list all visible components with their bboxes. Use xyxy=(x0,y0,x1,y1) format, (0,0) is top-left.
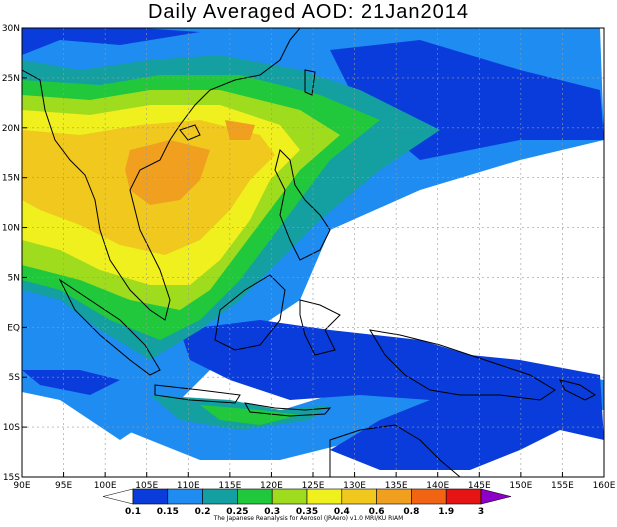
aod-region-0.1-deep xyxy=(22,28,200,55)
aod-region-0.6 xyxy=(125,140,210,205)
lat-tick-label: 20N xyxy=(2,124,20,134)
latitude-ticks: 30N 25N 20N 15N 10N 5N EQ 5S 10S 15S xyxy=(2,24,27,483)
map-title: Daily Averaged AOD: 21Jan2014 xyxy=(147,1,470,23)
aod-region-0.6-east xyxy=(225,120,255,140)
lon-tick-label: 115E xyxy=(218,481,241,491)
lon-tick-label: 95E xyxy=(55,481,72,491)
colorbar-swatch xyxy=(376,488,412,505)
lon-tick-label: 125E xyxy=(302,481,325,491)
lat-tick-label: 10N xyxy=(2,224,20,234)
colorbar-label: 0.25 xyxy=(226,507,248,517)
coastline-new-guinea xyxy=(369,329,556,401)
colorbar-label: 0.15 xyxy=(157,507,179,517)
colorbar-label: 0.8 xyxy=(403,507,419,517)
lon-tick-label: 120E xyxy=(260,481,283,491)
colorbar: 0.1 0.15 0.2 0.25 0.3 0.35 0.4 0.6 0.8 1.9 3 xyxy=(102,488,512,517)
aod-region-0.1-south xyxy=(180,320,604,470)
lon-tick-label: 130E xyxy=(343,481,366,491)
lat-tick-label: 15S xyxy=(3,473,20,483)
coastline-lesser-sunda xyxy=(244,402,332,417)
longitude-ticks: 90E 95E 100E 105E 110E 115E 120E 125E 130E 135E 14… xyxy=(13,472,616,491)
lat-tick-label: 30N xyxy=(2,24,20,34)
colorbar-swatch xyxy=(271,488,308,505)
lat-tick-label: 15N xyxy=(2,174,20,184)
colorbar-swatch xyxy=(132,488,169,505)
lon-tick-label: 110E xyxy=(177,481,200,491)
lat-tick-label: 5N xyxy=(8,273,20,283)
grid-lines xyxy=(22,28,604,477)
colorbar-label: 0.2 xyxy=(195,507,211,517)
lon-tick-label: 155E xyxy=(551,481,574,491)
colorbar-swatch xyxy=(202,488,238,505)
colorbar-arrow-low xyxy=(102,488,134,505)
colorbar-label: 0.4 xyxy=(334,507,350,517)
coastline-java xyxy=(154,384,241,404)
credit-text: The Japanese Reanalysis for Aerosol (JRA… xyxy=(213,515,404,522)
lon-tick-label: 140E xyxy=(426,481,449,491)
coastlines xyxy=(22,28,596,477)
lon-tick-label: 160E xyxy=(593,481,616,491)
colorbar-swatch xyxy=(306,488,343,505)
lat-tick-label: EQ xyxy=(7,323,20,333)
coastline-borneo xyxy=(214,274,286,351)
coastline-hainan xyxy=(179,124,201,141)
coastline-mainland-asia xyxy=(22,28,301,321)
colorbar-swatch xyxy=(445,488,482,505)
colorbar-label: 3 xyxy=(478,507,484,517)
colorbar-label: 1.9 xyxy=(438,507,454,517)
colorbar-label: 0.6 xyxy=(369,507,385,517)
coastline-sulawesi xyxy=(299,299,341,356)
coastline-australia xyxy=(329,424,461,477)
coastline-philippines xyxy=(274,149,331,261)
colorbar-swatch xyxy=(167,488,203,505)
lon-tick-label: 150E xyxy=(509,481,532,491)
colorbar-label: 0.35 xyxy=(296,507,318,517)
coastline-taiwan xyxy=(304,69,316,96)
lon-tick-label: 90E xyxy=(13,481,30,491)
colorbar-label: 0.1 xyxy=(125,507,141,517)
aod-region-0.25-java xyxy=(200,405,300,425)
colorbar-arrow-high xyxy=(480,488,512,505)
lon-tick-label: 105E xyxy=(135,481,158,491)
lon-tick-label: 145E xyxy=(468,481,491,491)
lat-tick-label: 25N xyxy=(2,74,20,84)
lat-tick-label: 10S xyxy=(3,423,20,433)
colorbar-swatch xyxy=(411,488,447,505)
colorbar-label: 0.3 xyxy=(264,507,280,517)
colorbar-swatch xyxy=(341,488,377,505)
colorbar-swatch xyxy=(237,488,273,505)
lon-tick-label: 100E xyxy=(94,481,117,491)
lon-tick-label: 135E xyxy=(385,481,408,491)
coastline-solomon xyxy=(559,379,596,401)
lat-tick-label: 5S xyxy=(9,373,21,383)
aod-region-0.1-se xyxy=(22,370,120,395)
